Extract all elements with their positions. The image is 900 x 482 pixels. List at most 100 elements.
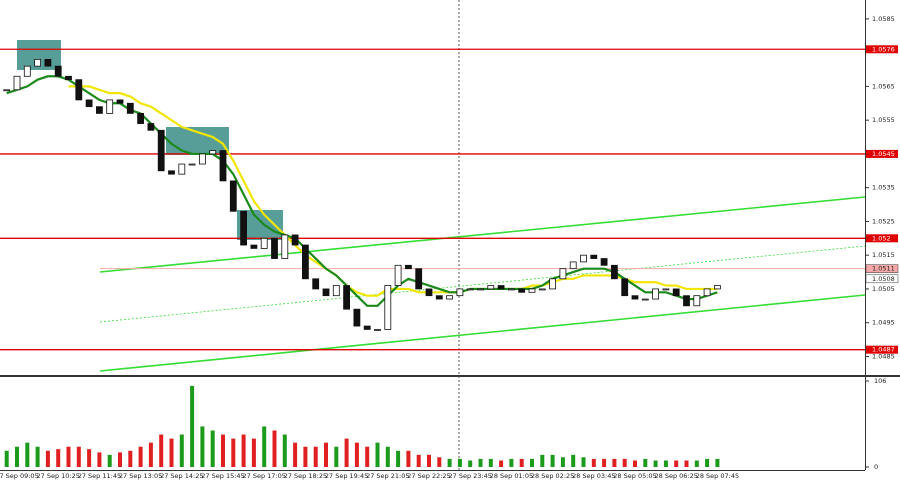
volume-bar [241,434,246,467]
price-label: 1.0511 [872,265,895,273]
candle [126,102,134,114]
candle [456,288,464,297]
volume-bar [396,450,401,467]
candle [75,79,83,101]
volume-bar [262,426,267,467]
volume-bar [674,460,679,467]
volume-bar [200,426,205,467]
candle [353,308,361,327]
candle [137,113,145,124]
candle [85,99,93,108]
candle [219,150,227,182]
candle [569,261,577,270]
volume-bar [437,457,442,467]
volume-bar [375,442,380,467]
level-label-box [866,345,898,354]
candle [291,234,299,246]
volume-bar [303,446,308,467]
x-tick-label: 27 Sep 22:25 [407,472,450,480]
candle [332,285,340,297]
candle [662,288,670,291]
candle [641,298,649,301]
volume-bar [694,460,699,467]
x-tick-label: 27 Sep 10:25 [37,472,80,480]
y-tick-label: 1.0525 [872,217,895,225]
volume-bar [221,434,225,467]
x-tick-label: 27 Sep 23:45 [449,472,492,480]
volume-bar [107,454,112,467]
volume-bar [324,442,328,467]
candle [34,59,41,67]
channel-lower [99,294,866,372]
volume-bar [313,446,318,467]
candle [559,268,567,280]
x-tick-label: 27 Sep 17:05 [243,472,286,480]
y-tick-label: 1.0515 [872,251,895,259]
level-label-box [866,234,898,243]
price-label: 1.0508 [872,275,895,283]
volume-bar [210,430,215,467]
x-tick-label: 27 Sep 21:05 [366,472,409,480]
volume-bar [468,460,473,467]
volume-bar [45,450,50,467]
candle [106,99,114,114]
y-tick-label: 1.0495 [872,319,895,327]
volume-bar [35,446,40,467]
volume-bar [25,442,30,467]
volume-tick-label: 106 [874,377,886,385]
volume-bar [581,457,586,467]
volume-bar [76,446,81,467]
candle [497,285,505,290]
x-tick-label: 28 Sep 07:45 [696,472,739,480]
candle [683,295,690,307]
candle [54,65,62,77]
candle [394,264,402,286]
volume-bar [251,438,256,467]
candle [652,288,659,300]
volume-bar [478,458,483,467]
candle [250,244,258,249]
candle [466,288,474,291]
volume-bar [653,460,658,467]
candle [446,295,454,300]
volume-bar [519,458,524,467]
volume-bar [190,385,195,467]
volume-bar [622,458,627,467]
volume-bar [354,442,359,467]
volume-bar [97,452,102,467]
volume-bar [416,454,421,467]
x-tick-label: 27 Sep 13:05 [119,472,162,480]
candle [3,89,11,92]
candle [209,150,217,155]
volume-bar [293,442,298,467]
candle [312,278,320,290]
volume-tick-label: 0 [874,463,878,471]
candle [590,254,598,259]
candle [116,99,124,104]
volume-bar [499,460,504,467]
candle [404,264,412,270]
volume-bar [643,458,648,467]
candle [621,278,629,297]
volume-bar [447,458,452,467]
volume-bar [365,446,370,467]
candle [631,295,639,300]
volume-bar [87,449,92,467]
volume-bar [560,457,565,467]
candle [384,285,392,330]
volume-bar [602,458,607,467]
candle [343,285,351,310]
volume-bar [540,454,545,467]
candle [188,163,196,166]
x-tick-label: 27 Sep 19:45 [325,472,368,480]
volume-bar [633,460,637,467]
volume-bar [231,438,236,467]
candle [538,288,546,291]
candle [240,210,248,246]
x-tick-label: 28 Sep 01:05 [490,472,533,480]
candle [580,254,587,263]
candle [374,329,381,331]
trend-channel [99,196,866,372]
candle [301,244,309,280]
